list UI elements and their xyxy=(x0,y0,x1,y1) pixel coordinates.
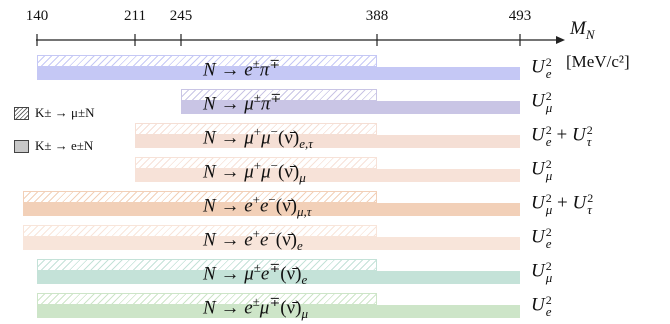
decay-process-label: N → e+e−(ν̄)e xyxy=(203,226,303,254)
solid-swatch-icon xyxy=(14,139,29,153)
kaon-e-range-bar xyxy=(37,271,520,284)
tick-label: 245 xyxy=(169,8,193,24)
legend-item-kaon-mu: K± → μ±N xyxy=(14,104,95,121)
decay-process-label: N → e±π∓ xyxy=(203,56,281,81)
axis-arrow-icon xyxy=(556,36,565,44)
kaon-e-range-bar xyxy=(37,305,520,318)
legend-label: K± → μ±N xyxy=(35,105,95,121)
channel-row: N → e±μ∓(ν̄)μ U 2 e xyxy=(0,291,670,323)
legend-label: K± → e±N xyxy=(35,138,94,154)
hatched-swatch-icon xyxy=(14,106,29,120)
axis-title: MN xyxy=(570,18,595,43)
kaon-e-range-bar xyxy=(135,169,520,182)
channel-row: N → μ±e∓(ν̄)e U 2 μ xyxy=(0,257,670,289)
kaon-mu-range-bar xyxy=(181,89,377,101)
kaon-mu-range-bar xyxy=(23,191,377,203)
kaon-e-range-bar xyxy=(135,135,520,148)
tick-label: 211 xyxy=(124,8,146,24)
kaon-mu-range-bar xyxy=(37,55,377,67)
decay-process-label: N → e±μ∓(ν̄)μ xyxy=(203,294,308,322)
decay-process-label: N → μ±e∓(ν̄)e xyxy=(203,260,308,288)
tick-label: 388 xyxy=(365,8,389,24)
kaon-e-range-bar xyxy=(23,203,520,216)
kaon-mu-range-bar xyxy=(135,123,377,135)
axis-unit: [MeV/c²] xyxy=(566,52,630,71)
channel-row: N → e+e−(ν̄)e U 2 e xyxy=(0,223,670,255)
kaon-e-range-bar xyxy=(181,101,520,114)
kaon-e-range-bar xyxy=(23,237,520,250)
kaon-e-range-bar xyxy=(37,67,520,80)
decay-process-label: N → μ±π∓ xyxy=(203,90,282,115)
channel-row: N → μ±π∓ U 2 μ xyxy=(0,87,670,119)
decay-process-label: N → μ+μ−(ν̄)μ xyxy=(203,158,306,186)
tick-label: 493 xyxy=(508,8,532,24)
kaon-mu-range-bar xyxy=(135,157,377,169)
decay-process-label: N → μ+μ−(ν̄)e,τ xyxy=(203,124,313,152)
axis-title-main: M xyxy=(570,18,586,39)
tick-label: 140 xyxy=(25,8,49,24)
kaon-mu-range-bar xyxy=(23,225,377,237)
mass-axis xyxy=(36,34,565,46)
legend-item-kaon-e: K± → e±N xyxy=(14,137,93,154)
kaon-mu-range-bar xyxy=(37,259,377,271)
kaon-mu-range-bar xyxy=(37,293,377,305)
decay-process-label: N → e+e−(ν̄)μ,τ xyxy=(203,192,312,220)
channel-row: N → μ+μ−(ν̄)μ U 2 μ xyxy=(0,155,670,187)
channel-row: N → e±π∓ U 2 e xyxy=(0,53,670,85)
axis-title-subscript: N xyxy=(585,26,595,42)
